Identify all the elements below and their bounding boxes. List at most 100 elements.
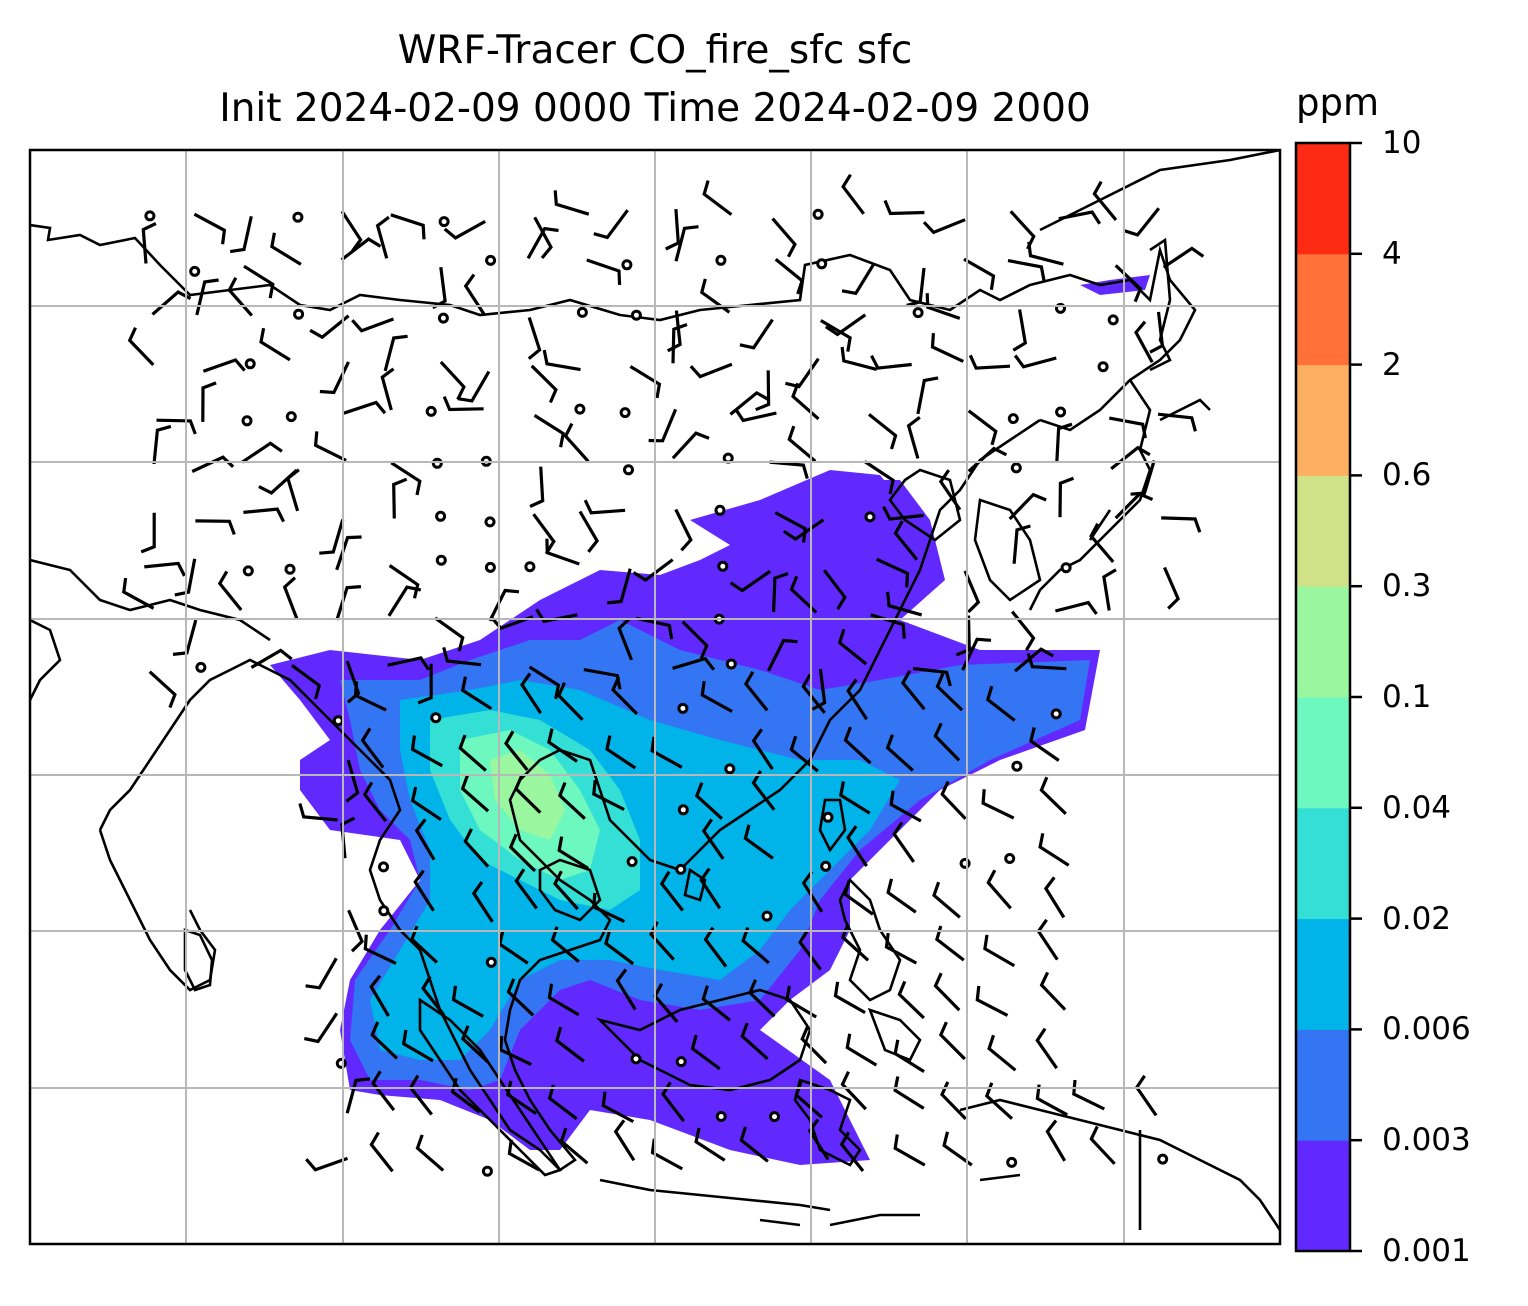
colorbar-tick-label: 0.3 (1382, 568, 1432, 605)
wind-barb (886, 591, 923, 617)
wind-barb (900, 669, 926, 711)
wind-barb (556, 682, 584, 721)
calm-circle (292, 211, 304, 223)
wind-barb (508, 833, 537, 873)
colorbar-swatch (1296, 364, 1350, 476)
wind-barb (933, 972, 961, 1012)
coastlines (30, 150, 1280, 1231)
wind-barb (607, 568, 632, 605)
wind-barb (401, 1029, 434, 1063)
wind-barb (390, 213, 426, 240)
colorbar-tick-label: 2 (1382, 346, 1402, 383)
wind-barb (674, 508, 693, 552)
wind-barb (840, 1071, 867, 1111)
calm-circle (1097, 361, 1109, 373)
calm-circle (623, 464, 634, 476)
wind-barb (340, 237, 382, 262)
wind-barb (148, 670, 177, 709)
wind-barb (1029, 727, 1060, 762)
wind-barb (1013, 354, 1057, 369)
wind-barb (1058, 476, 1075, 518)
wind-barb (193, 212, 227, 245)
wind-barb (889, 790, 922, 823)
wind-barb (1036, 918, 1059, 961)
wind-barb (243, 264, 275, 299)
wind-barb (897, 980, 926, 1020)
wind-barb (1089, 1125, 1116, 1165)
calm-circle (1157, 1153, 1169, 1165)
calm-circle (484, 561, 496, 573)
coast-korea (973, 498, 1042, 602)
wind-barb (694, 1127, 726, 1162)
calm-circle (484, 516, 496, 528)
wind-barb (1045, 1119, 1067, 1162)
wind-barb (303, 1012, 339, 1044)
calm-circle (378, 905, 390, 917)
calm-circles (144, 208, 1169, 1177)
wind-barb (593, 209, 629, 240)
wind-barb (583, 668, 622, 690)
wind-barb (313, 431, 347, 462)
wind-barb (839, 1131, 865, 1173)
coast-bay-of-bengal (98, 658, 442, 1011)
wind-barb (141, 222, 157, 264)
wind-barb (661, 1081, 686, 1123)
wind-barb (471, 881, 494, 923)
wind-barb (529, 466, 545, 508)
wind-barb (535, 608, 578, 624)
wind-barb (174, 558, 197, 597)
wind-barb (547, 1084, 578, 1121)
wind-barb (883, 199, 925, 216)
wind-barb (229, 215, 253, 254)
wind-barb (870, 354, 912, 370)
colorbar-tick-label: 0.1 (1382, 679, 1432, 715)
wind-barb (514, 868, 538, 910)
wind-barb (1109, 416, 1147, 439)
wind-barb (553, 190, 590, 216)
wind-barb (893, 1076, 925, 1110)
wind-barb (886, 878, 917, 914)
wind-barb (122, 577, 155, 610)
wind-barb (282, 576, 299, 620)
wind-barb (443, 220, 486, 240)
wind-barb (819, 319, 852, 352)
wind-barb (528, 665, 561, 700)
calm-circle (574, 403, 586, 415)
coast-philippines (838, 877, 922, 1062)
calm-circle (1004, 853, 1016, 864)
wind-barb (893, 1134, 926, 1167)
wind-barb (983, 934, 1016, 968)
wind-barb (392, 477, 408, 519)
wind-barb (369, 1131, 394, 1173)
calm-circle (630, 309, 642, 321)
wind-barb (533, 216, 553, 260)
calm-circle (822, 811, 834, 823)
wind-barb (681, 620, 709, 660)
wind-barb (740, 1022, 769, 1061)
colorbar-tick-label: 0.006 (1382, 1011, 1471, 1048)
wind-barb (963, 570, 981, 614)
wind-barb (794, 1081, 824, 1119)
wind-barb (1072, 1079, 1106, 1111)
wind-barb (1123, 207, 1161, 237)
wind-barb (925, 293, 961, 320)
wind-barb (843, 726, 872, 765)
calm-circle (481, 1165, 493, 1177)
wind-barb (739, 1126, 769, 1163)
wind-barb (841, 263, 875, 296)
wind-barb (940, 1081, 967, 1121)
wind-barb (1134, 1074, 1158, 1117)
wind-barb (916, 376, 939, 415)
coast-indochina (438, 748, 681, 1172)
wind-barb (1010, 610, 1036, 652)
wind-barb (319, 518, 345, 555)
wind-barb (671, 322, 688, 364)
wind-barb (632, 558, 674, 582)
colorbar-swatch (1296, 697, 1350, 809)
wind-barb (1162, 246, 1205, 269)
wind-barb (932, 881, 961, 919)
wind-barb (488, 588, 520, 622)
wind-barb (1039, 776, 1067, 815)
colorbar-swatch (1296, 253, 1350, 366)
